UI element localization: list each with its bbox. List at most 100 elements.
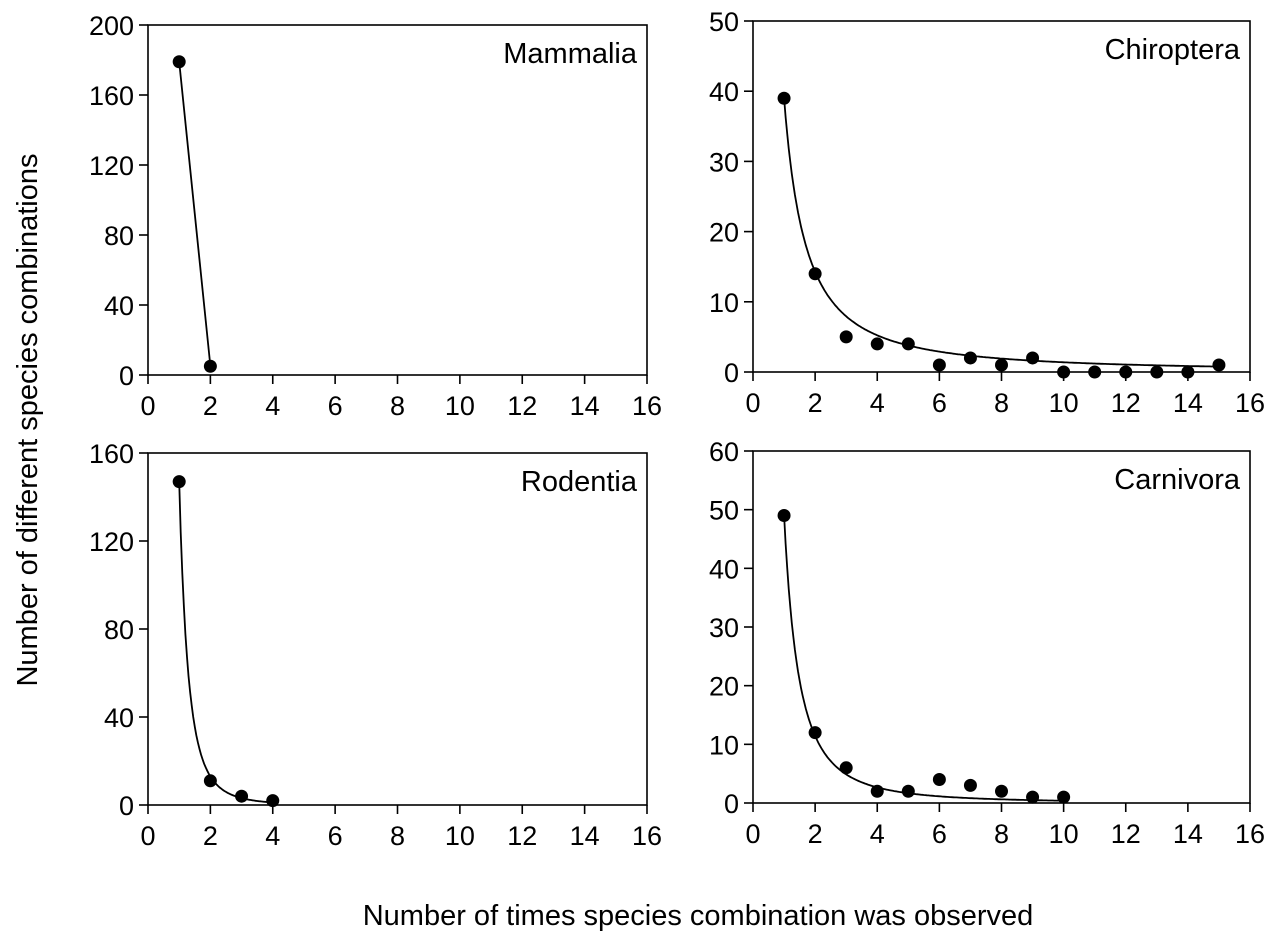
x-tick-label: 2 [203, 391, 218, 421]
x-tick-label: 14 [1173, 819, 1203, 849]
data-point [808, 726, 822, 740]
plot-frame [752, 20, 1251, 373]
y-tick-label: 10 [709, 730, 739, 760]
data-point [839, 761, 853, 775]
x-tick-label: 16 [1235, 388, 1265, 418]
data-point [1088, 365, 1102, 379]
y-tick-label: 160 [89, 81, 134, 111]
y-tick-label: 0 [119, 791, 134, 821]
y-tick-label: 0 [724, 789, 739, 819]
panel-title: Rodentia [521, 466, 638, 498]
chart-panel-top-right: 0 2 4 6 8 10 12 14 16 0 10 20 30 40 50 Chiroptera [709, 7, 1265, 418]
y-tick-label: 120 [89, 151, 134, 181]
x-tick-label: 16 [632, 391, 662, 421]
plot-frame [752, 450, 1251, 804]
data-point [172, 475, 186, 489]
x-tick-label: 2 [808, 388, 823, 418]
data-point [963, 351, 977, 365]
data-point [870, 784, 884, 798]
data-point [870, 337, 884, 351]
y-tick-label: 40 [709, 77, 739, 107]
x-tick-label: 4 [870, 388, 885, 418]
y-tick-label: 200 [89, 11, 134, 41]
fit-curve [783, 98, 1219, 368]
y-tick-label: 40 [104, 291, 134, 321]
plot-frame [147, 24, 648, 376]
panel-title: Carnivora [1114, 464, 1241, 496]
data-point [963, 778, 977, 792]
data-point [932, 358, 946, 372]
y-tick-label: 30 [709, 147, 739, 177]
x-tick-label: 12 [507, 821, 537, 851]
data-point [1119, 365, 1133, 379]
y-tick-label: 40 [709, 554, 739, 584]
x-tick-label: 12 [507, 391, 537, 421]
y-tick-label: 80 [104, 221, 134, 251]
fit-curve [783, 515, 1064, 802]
x-tick-label: 16 [1235, 819, 1265, 849]
data-point [172, 55, 186, 69]
x-tick-label: 6 [328, 821, 343, 851]
x-tick-label: 8 [994, 819, 1009, 849]
data-point [1150, 365, 1164, 379]
y-tick-label: 0 [119, 361, 134, 391]
x-tick-label: 6 [932, 819, 947, 849]
data-point [777, 509, 791, 523]
x-tick-label: 4 [265, 821, 280, 851]
data-point [1057, 790, 1071, 804]
data-point [1026, 351, 1040, 365]
x-tick-label: 8 [994, 388, 1009, 418]
x-tick-label: 0 [745, 388, 760, 418]
data-point [932, 773, 946, 787]
data-point [235, 789, 249, 803]
y-tick-label: 50 [709, 496, 739, 526]
y-tick-label: 20 [709, 672, 739, 702]
data-point [1026, 790, 1040, 804]
y-tick-label: 80 [104, 615, 134, 645]
data-point [901, 784, 915, 798]
y-tick-label: 60 [709, 437, 739, 467]
y-tick-label: 50 [709, 7, 739, 37]
panel-title: Mammalia [503, 38, 638, 70]
y-tick-label: 20 [709, 218, 739, 248]
data-point [203, 774, 217, 788]
data-point [1181, 365, 1195, 379]
x-tick-label: 2 [808, 819, 823, 849]
chart-panel-bottom-right: 0 2 4 6 8 10 12 14 16 0 10 20 30 40 50 60 Carnivora [709, 437, 1265, 849]
x-tick-label: 12 [1111, 388, 1141, 418]
data-point [777, 91, 791, 105]
x-axis-label: Number of times species combination was … [363, 900, 1034, 932]
x-tick-label: 0 [140, 821, 155, 851]
x-tick-label: 2 [203, 821, 218, 851]
y-tick-label: 120 [89, 527, 134, 557]
x-tick-label: 8 [390, 821, 405, 851]
x-tick-label: 0 [745, 819, 760, 849]
data-point [808, 267, 822, 281]
x-tick-label: 6 [932, 388, 947, 418]
data-point [203, 359, 217, 373]
y-tick-label: 30 [709, 613, 739, 643]
x-tick-label: 12 [1111, 819, 1141, 849]
y-tick-label: 0 [724, 358, 739, 388]
x-tick-label: 6 [328, 391, 343, 421]
x-tick-label: 10 [1049, 819, 1079, 849]
x-tick-label: 10 [445, 821, 475, 851]
x-tick-label: 4 [265, 391, 280, 421]
data-point [901, 337, 915, 351]
y-axis-label: Number of different species combinations [12, 153, 44, 686]
data-point [839, 330, 853, 344]
x-tick-label: 14 [570, 391, 600, 421]
x-tick-label: 10 [445, 391, 475, 421]
x-tick-label: 16 [632, 821, 662, 851]
data-point [995, 358, 1008, 372]
data-point [995, 784, 1008, 798]
data-point [266, 794, 280, 808]
x-tick-label: 0 [140, 391, 155, 421]
y-tick-label: 10 [709, 288, 739, 318]
fit-curve [178, 481, 273, 804]
data-point [1212, 358, 1226, 372]
